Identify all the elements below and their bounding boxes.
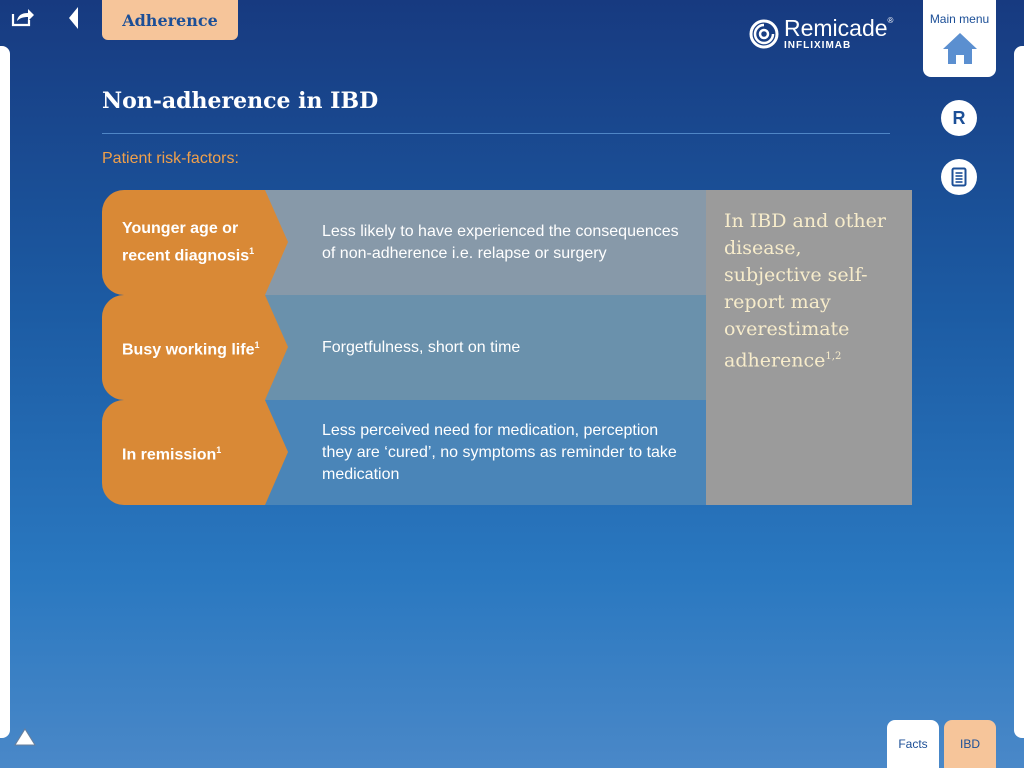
remicade-logo-icon — [749, 19, 779, 49]
risk-factor-row: Busy working life1 Forgetfulness, short … — [102, 295, 706, 400]
title-divider — [102, 133, 890, 134]
subtitle: Patient risk-factors: — [102, 150, 239, 167]
up-arrow-icon[interactable] — [13, 727, 37, 747]
factor-reference: 1 — [216, 444, 222, 455]
page-title: Non-adherence in IBD — [102, 88, 379, 114]
section-tab-adherence[interactable]: Adherence — [102, 0, 238, 40]
references-button[interactable]: R — [941, 100, 977, 136]
document-icon — [951, 167, 967, 187]
row-background — [265, 400, 706, 505]
logo-subtitle: INFLIXIMAB — [784, 40, 852, 51]
factor-reference: 1 — [254, 339, 260, 350]
factor-text: In remission — [122, 446, 217, 464]
main-menu-button[interactable]: Main menu — [923, 0, 996, 77]
tab-ibd[interactable]: IBD — [944, 720, 996, 768]
brand-logo: Remicade® INFLIXIMAB — [748, 16, 893, 52]
risk-factor-row: Younger age or recent diagnosis1 Less li… — [102, 190, 706, 295]
back-arrow-icon[interactable] — [66, 6, 82, 30]
document-button[interactable] — [941, 159, 977, 195]
callout-box: In IBD and other disease, subjective sel… — [706, 190, 912, 505]
logo-registered: ® — [887, 16, 894, 25]
right-edge-bar — [1014, 46, 1024, 738]
risk-factor-label: In remission1 — [102, 400, 288, 505]
row-background — [265, 295, 706, 400]
risk-factor-label: Younger age or recent diagnosis1 — [102, 190, 288, 295]
factor-reference: 1 — [249, 245, 255, 256]
logo-name: Remicade — [784, 15, 888, 41]
tab-facts[interactable]: Facts — [887, 720, 939, 768]
left-edge-bar — [0, 46, 10, 738]
risk-factor-label: Busy working life1 — [102, 295, 288, 400]
row-background — [265, 190, 706, 295]
share-icon[interactable] — [10, 6, 36, 28]
home-icon — [942, 33, 977, 64]
main-menu-label: Main menu — [929, 12, 990, 26]
factor-text: Younger age or recent diagnosis — [122, 219, 250, 265]
factor-text: Busy working life — [122, 341, 255, 359]
risk-factor-description: Forgetfulness, short on time — [322, 338, 521, 356]
callout-text: In IBD and other disease, subjective sel… — [724, 210, 886, 372]
risk-factor-table: Younger age or recent diagnosis1 Less li… — [102, 190, 706, 505]
risk-factor-description: Less likely to have experienced the cons… — [322, 222, 679, 262]
callout-reference: 1,2 — [825, 351, 842, 362]
risk-factor-row: In remission1 Less perceived need for me… — [102, 400, 706, 505]
risk-factor-description: Less perceived need for medication, perc… — [322, 421, 677, 483]
